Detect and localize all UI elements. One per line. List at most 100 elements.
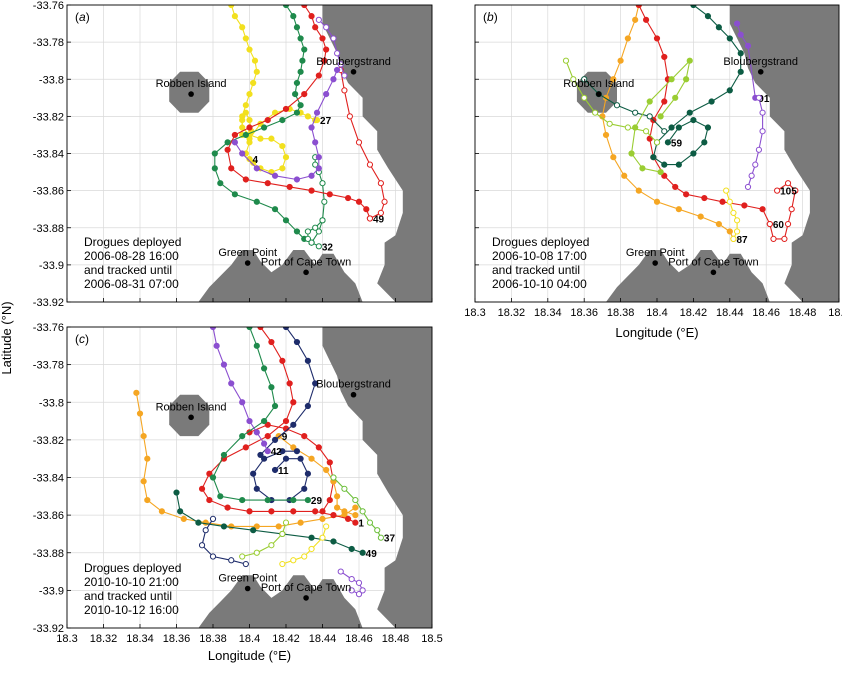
track-point <box>246 135 253 142</box>
track-point <box>704 13 712 20</box>
track-point <box>290 496 297 504</box>
track-point <box>730 235 737 242</box>
drogue-label: 105 <box>780 187 797 198</box>
track-point <box>253 429 260 436</box>
track-point <box>319 180 326 187</box>
track-point <box>319 217 326 224</box>
track-point <box>257 327 264 331</box>
track-point <box>766 220 773 228</box>
track-point <box>239 116 246 124</box>
track-point <box>261 365 268 372</box>
track-point <box>366 215 374 222</box>
track-point <box>675 206 682 213</box>
track-point <box>661 161 668 168</box>
track-point <box>133 389 140 396</box>
track-point <box>737 31 744 38</box>
landmark-label: Bloubergstrand <box>316 56 391 68</box>
track-point <box>308 239 315 246</box>
x-tick-label: 18.44 <box>716 307 744 319</box>
track-point <box>279 560 286 568</box>
track-point <box>341 485 348 492</box>
track-point <box>321 57 328 64</box>
track-point <box>268 384 275 391</box>
track-point <box>312 380 319 387</box>
track-point <box>290 399 297 406</box>
track-point <box>313 109 321 116</box>
y-tick-label: -33.92 <box>33 623 64 635</box>
landmark-marker <box>188 91 194 97</box>
southern-land <box>198 250 363 302</box>
x-tick-label: 18.42 <box>680 307 708 319</box>
drogue-label: 49 <box>366 549 378 560</box>
x-tick-label: 18.48 <box>382 633 410 645</box>
track-point <box>242 444 249 451</box>
track-point <box>290 13 297 20</box>
landmark-label: Bloubergstrand <box>723 56 798 68</box>
track-point <box>774 187 781 194</box>
drogue-label: 1 <box>358 519 364 530</box>
track-point <box>239 24 246 31</box>
track-point <box>250 527 257 534</box>
track-point <box>326 191 333 198</box>
track-point <box>158 508 165 515</box>
track-line <box>212 327 308 501</box>
track-point <box>304 470 311 477</box>
drogue-label: 42 <box>271 447 283 458</box>
track-line <box>175 492 363 554</box>
annotation-line: Drogues deployed <box>84 235 181 249</box>
landmark-label: Robben Island <box>563 78 634 90</box>
track-point <box>650 154 657 161</box>
track-line <box>736 23 756 98</box>
drogue-label: 4 <box>253 155 259 166</box>
panel-letter-italic: c <box>79 332 85 346</box>
track-point <box>733 228 741 235</box>
track-point <box>239 150 246 157</box>
track-point <box>726 228 733 235</box>
track-point <box>279 116 286 124</box>
landmark-label: Port of Cape Town <box>261 582 351 594</box>
plot-area: 4 27 32 49 Robben Island Bloubergstrand Green … <box>156 5 432 302</box>
track-point <box>264 116 271 124</box>
track-point <box>246 327 253 331</box>
track-point <box>304 496 311 504</box>
track-point <box>279 357 286 364</box>
track-point <box>632 124 639 131</box>
track-point <box>315 228 322 235</box>
track-point <box>675 161 682 168</box>
landmark-marker <box>244 260 251 266</box>
track-point <box>239 399 246 406</box>
track-point <box>224 139 231 146</box>
track-point <box>661 98 668 105</box>
drogue-label: 49 <box>373 214 385 225</box>
track-point <box>635 5 642 9</box>
track-point <box>282 455 290 462</box>
y-tick-label: -33.76 <box>33 0 64 12</box>
deployment-annotation: Drogues deployed 2006-10-08 17:00 and trac… <box>492 235 589 291</box>
track-point <box>359 549 366 556</box>
track-point <box>690 150 697 157</box>
track-point <box>209 474 217 481</box>
track-point <box>792 187 799 194</box>
track-point <box>312 224 319 231</box>
track-point <box>315 72 322 79</box>
track-point <box>726 198 733 205</box>
track-point <box>228 165 235 172</box>
track-point <box>319 35 326 42</box>
x-tick-label: 18.48 <box>789 307 817 319</box>
track-point <box>352 504 359 511</box>
track-point <box>701 194 708 202</box>
track-point <box>308 13 315 20</box>
track-point <box>202 527 209 534</box>
track-point <box>211 150 218 157</box>
track-point <box>683 191 690 198</box>
x-tick-label: 18.46 <box>345 633 373 645</box>
track-point <box>315 165 322 172</box>
track-point <box>661 128 668 135</box>
track-point <box>359 587 366 594</box>
track-point <box>250 470 257 477</box>
track-point <box>672 94 679 101</box>
track-point <box>708 98 715 105</box>
track-point <box>209 515 217 522</box>
track-point <box>282 217 290 224</box>
track-point <box>719 198 726 205</box>
